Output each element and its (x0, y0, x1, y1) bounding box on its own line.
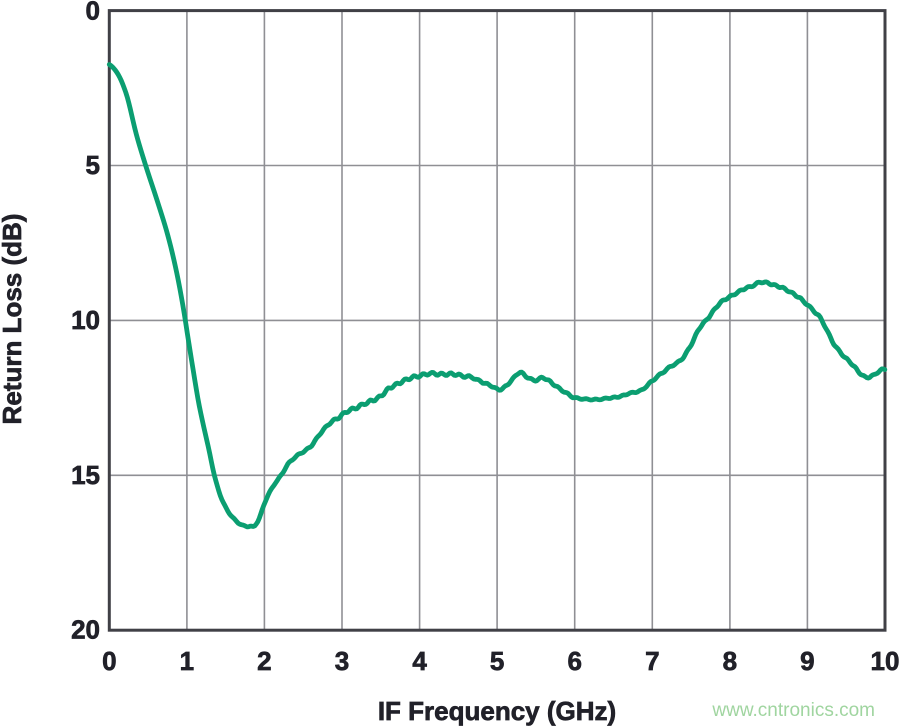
svg-text:10: 10 (71, 305, 100, 335)
svg-text:20: 20 (71, 615, 100, 645)
svg-text:10: 10 (871, 646, 900, 676)
svg-text:8: 8 (723, 646, 737, 676)
svg-text:0: 0 (102, 646, 116, 676)
svg-text:IF Frequency (GHz): IF Frequency (GHz) (378, 696, 616, 726)
svg-text:9: 9 (800, 646, 814, 676)
svg-text:www.cntronics.com: www.cntronics.com (711, 700, 875, 721)
svg-text:Return Loss (dB): Return Loss (dB) (0, 214, 27, 425)
svg-text:1: 1 (180, 646, 194, 676)
svg-text:2: 2 (257, 646, 271, 676)
svg-text:15: 15 (71, 460, 100, 490)
svg-text:4: 4 (412, 646, 427, 676)
svg-text:0: 0 (86, 0, 100, 25)
svg-text:7: 7 (645, 646, 659, 676)
svg-text:5: 5 (86, 150, 100, 180)
svg-text:3: 3 (335, 646, 349, 676)
svg-text:5: 5 (490, 646, 504, 676)
svg-text:6: 6 (567, 646, 581, 676)
